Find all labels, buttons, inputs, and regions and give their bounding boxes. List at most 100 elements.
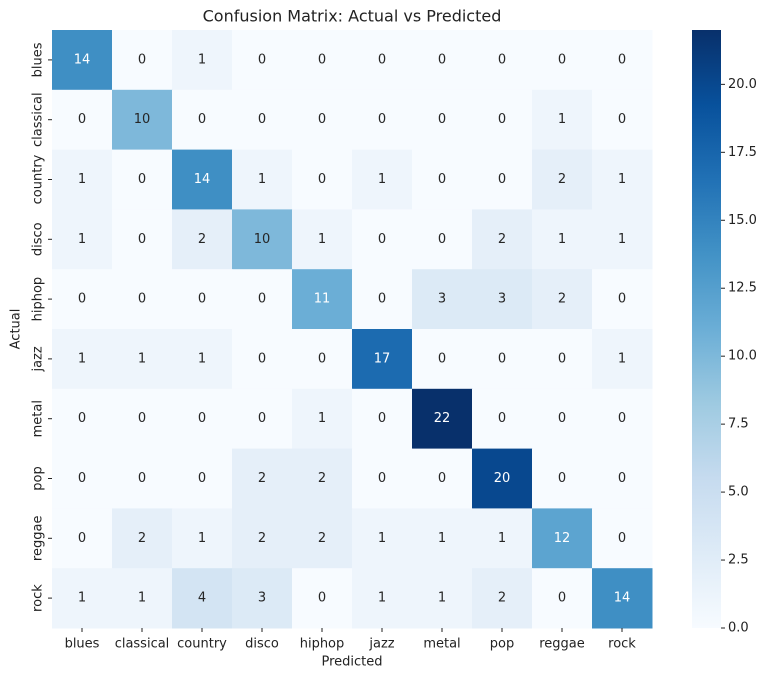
cell [112, 269, 173, 330]
cell [52, 329, 113, 390]
cell-label: 0 [438, 52, 446, 67]
y-tick-label: jazz [31, 346, 46, 372]
cell-label: 2 [318, 471, 326, 486]
cell [412, 269, 473, 330]
cell [472, 448, 533, 509]
cell [592, 329, 653, 390]
cell-label: 0 [438, 471, 446, 486]
colorbar-tick-label: 12.5 [728, 281, 757, 296]
x-tick-label: disco [245, 637, 279, 652]
cell [472, 30, 533, 91]
cell-label: 0 [618, 292, 626, 307]
cell [592, 568, 653, 629]
cell [412, 149, 473, 210]
cell [52, 508, 113, 569]
cell-label: 0 [78, 112, 86, 127]
cell-label: 0 [498, 112, 506, 127]
y-tick-label: blues [31, 42, 46, 77]
cell-label: 0 [258, 292, 266, 307]
cell-label: 0 [378, 232, 386, 247]
cell-label: 0 [498, 172, 506, 187]
cell [232, 329, 293, 390]
cell [592, 149, 653, 210]
cell-label: 0 [378, 471, 386, 486]
cell-label: 1 [78, 232, 86, 247]
cell-label: 0 [618, 531, 626, 546]
cell-label: 1 [198, 531, 206, 546]
cell [472, 149, 533, 210]
cell [472, 269, 533, 330]
cell [412, 568, 473, 629]
x-axis-title: Predicted [321, 655, 382, 670]
cell [472, 388, 533, 450]
cell-label: 0 [618, 411, 626, 426]
cell [352, 30, 413, 91]
cell [172, 269, 233, 330]
cell-label: 22 [434, 411, 451, 426]
cell-label: 1 [378, 591, 386, 606]
cell [352, 508, 413, 569]
cell-label: 1 [198, 52, 206, 67]
cell-label: 0 [558, 411, 566, 426]
y-axis-title: Actual [9, 309, 24, 350]
x-tick-label: jazz [368, 637, 394, 652]
cell-label: 1 [618, 351, 626, 366]
y-tick-label: country [31, 154, 46, 204]
cell [172, 30, 233, 91]
cell-label: 10 [254, 232, 271, 247]
cell [292, 388, 353, 450]
cell [532, 448, 593, 509]
cell-label: 0 [138, 232, 146, 247]
cell [232, 269, 293, 330]
cell [232, 388, 293, 450]
cell-label: 2 [198, 232, 206, 247]
cell-label: 0 [558, 52, 566, 67]
cell-label: 0 [138, 292, 146, 307]
cell-label: 1 [558, 112, 566, 127]
cell [232, 149, 293, 210]
y-tick-label: metal [31, 400, 46, 437]
cell-label: 1 [78, 351, 86, 366]
cell [532, 209, 593, 270]
x-tick-label: rock [608, 637, 636, 652]
cell [532, 89, 593, 151]
cell [112, 568, 173, 629]
cell-label: 2 [498, 232, 506, 247]
cell-label: 0 [438, 112, 446, 127]
cell [172, 388, 233, 450]
cell-label: 0 [618, 471, 626, 486]
cell [592, 388, 653, 450]
cell [52, 209, 113, 270]
cell [472, 508, 533, 569]
y-tick-label: rock [31, 584, 46, 612]
cell-label: 0 [318, 112, 326, 127]
cell-label: 0 [78, 411, 86, 426]
cell-label: 0 [318, 52, 326, 67]
cell [412, 30, 473, 91]
cell [352, 89, 413, 151]
cell [352, 209, 413, 270]
cell [112, 329, 173, 390]
x-tick-label: reggae [539, 637, 585, 652]
cell-label: 1 [618, 172, 626, 187]
cell [172, 568, 233, 629]
cell-label: 0 [558, 471, 566, 486]
cell-label: 0 [498, 351, 506, 366]
cell [52, 89, 113, 151]
cell-label: 3 [438, 292, 446, 307]
colorbar-tick-label: 7.5 [728, 417, 749, 432]
cell-label: 20 [494, 471, 511, 486]
cell [172, 448, 233, 509]
cell [292, 209, 353, 270]
cell-label: 0 [438, 172, 446, 187]
cell [52, 568, 113, 629]
cell-label: 0 [198, 471, 206, 486]
cell [412, 209, 473, 270]
cell-label: 0 [198, 411, 206, 426]
cell-label: 1 [378, 172, 386, 187]
cell-label: 0 [138, 172, 146, 187]
cell [232, 508, 293, 569]
cell [292, 89, 353, 151]
cell [592, 508, 653, 569]
cell [172, 149, 233, 210]
